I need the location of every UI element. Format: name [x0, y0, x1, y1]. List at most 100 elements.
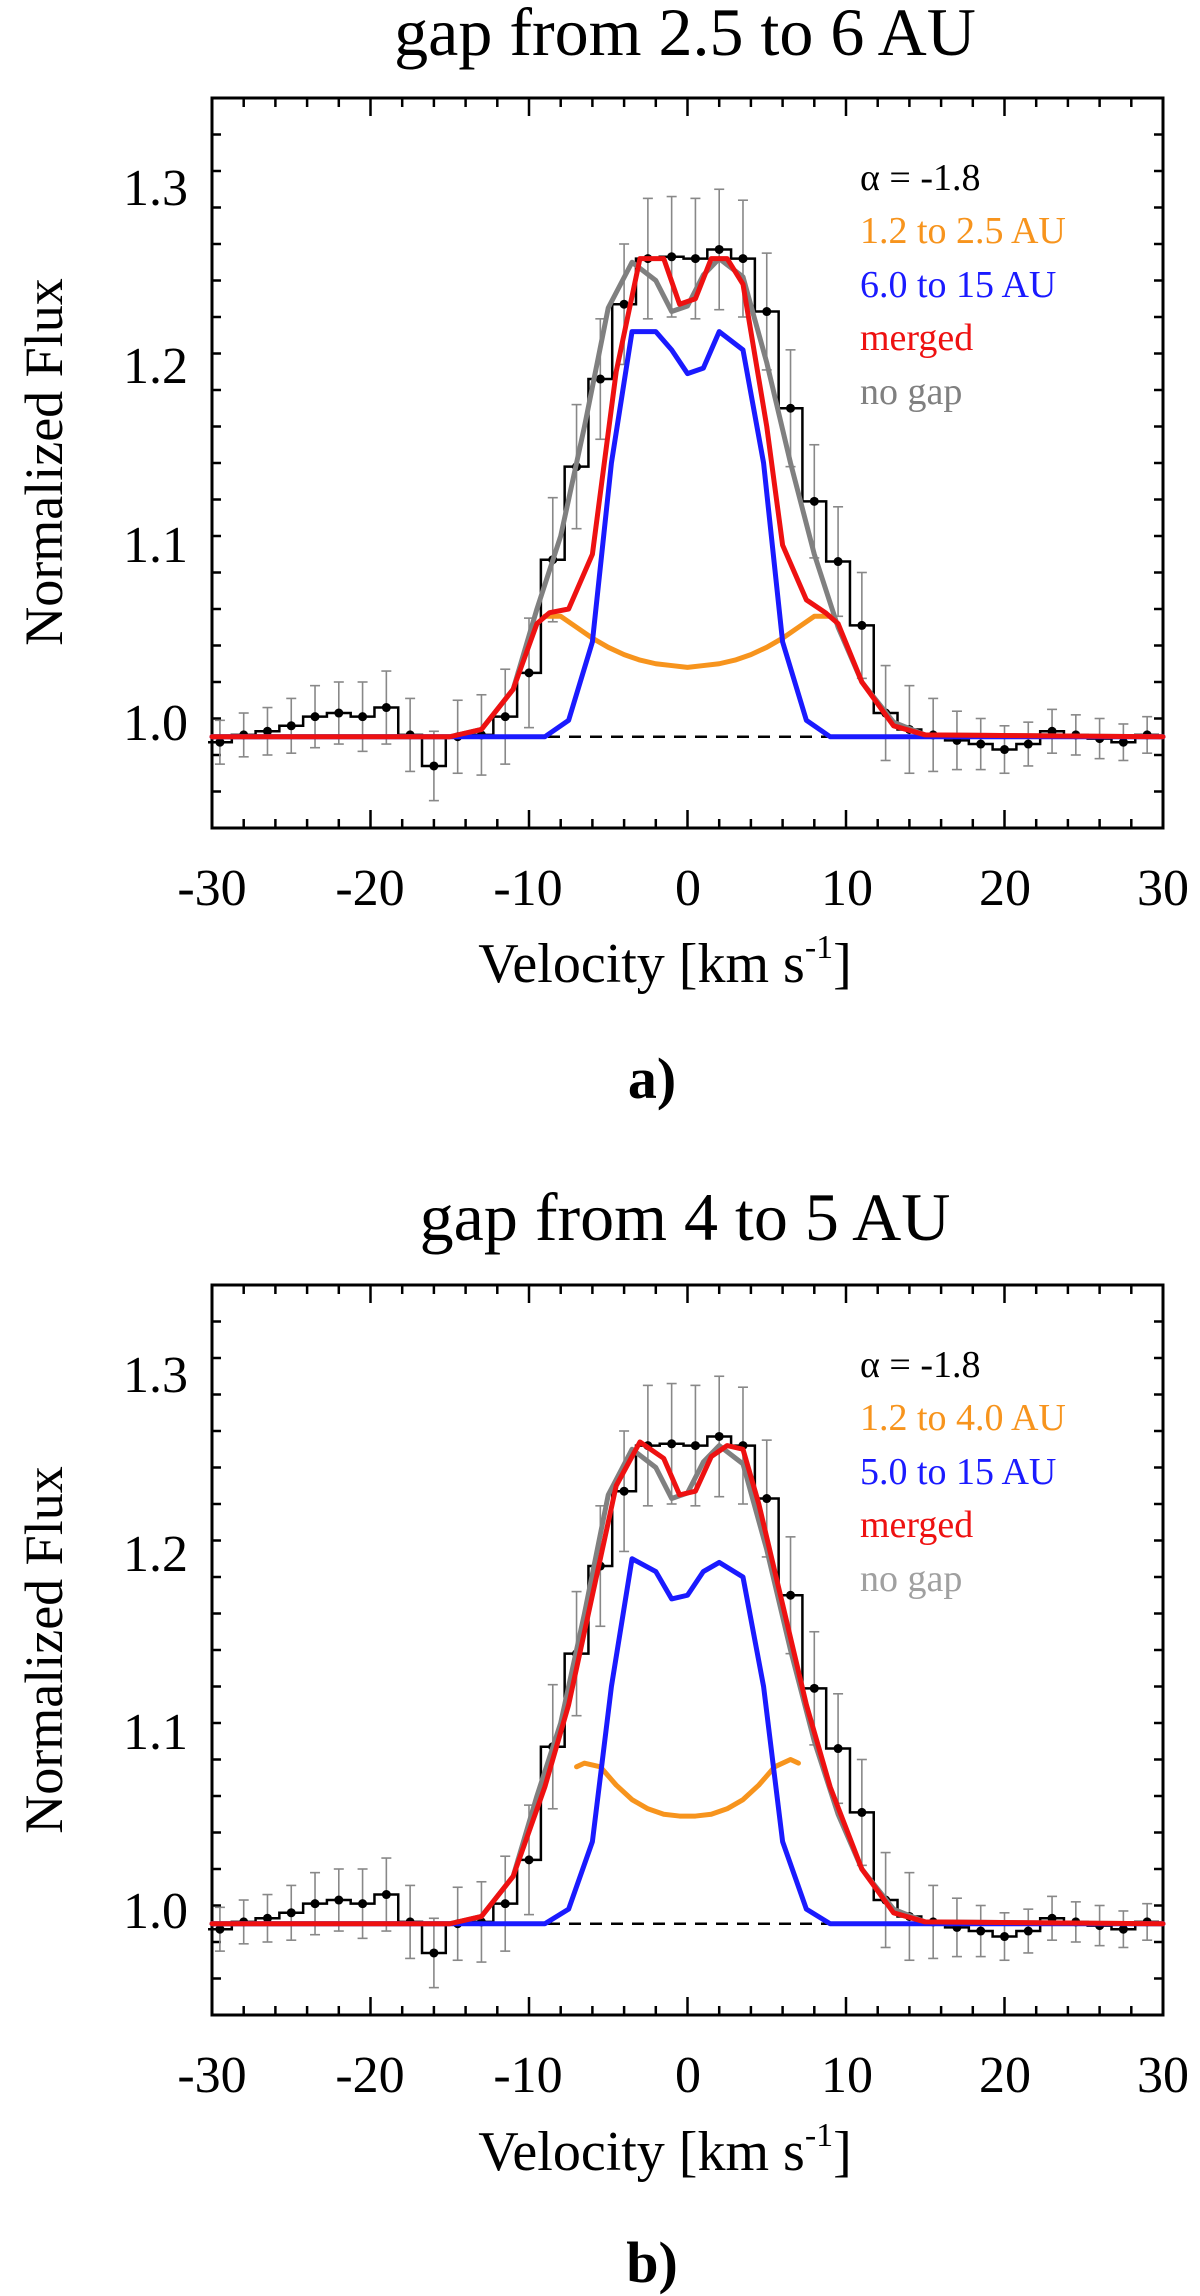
- plot-frame: [210, 96, 1165, 830]
- x-tick-label: 20: [979, 2047, 1031, 2104]
- data-point: [833, 1744, 843, 1754]
- data-point: [334, 708, 344, 718]
- data-point: [1118, 1924, 1128, 1934]
- data-point: [381, 1890, 391, 1900]
- y-tick-label: 1.0: [123, 695, 188, 752]
- data-point: [809, 496, 819, 506]
- series-line-5-0-to-15-au: [209, 1556, 1166, 1927]
- data-point: [595, 374, 605, 384]
- data-point: [619, 299, 629, 309]
- data-point: [762, 307, 772, 317]
- y-tick-label: 1.0: [123, 1883, 188, 1940]
- legend-entry-merged: merged: [860, 317, 973, 359]
- data-point: [690, 1441, 700, 1451]
- data-point: [334, 1895, 344, 1905]
- y-tick-label: 1.2: [123, 338, 188, 395]
- legend-entry-merged: merged: [860, 1504, 973, 1546]
- panel-label: a): [628, 1046, 676, 1111]
- plot-area: [208, 96, 1166, 830]
- plot-area: [208, 1283, 1166, 2017]
- x-tick-label: -20: [335, 860, 404, 917]
- data-point: [1118, 737, 1128, 747]
- x-tick-label: 10: [821, 860, 873, 917]
- series-line-merged: [209, 256, 1166, 740]
- data-point: [500, 712, 510, 722]
- data-point: [667, 1439, 677, 1449]
- data-point: [667, 252, 677, 262]
- data-point: [833, 557, 843, 567]
- data-point: [215, 1924, 225, 1934]
- data-point: [262, 726, 272, 736]
- data-point: [429, 761, 439, 771]
- x-axis-label: Velocity [km s-1]: [478, 2117, 852, 2183]
- data-point: [286, 1908, 296, 1918]
- data-point: [524, 1855, 534, 1865]
- x-tick-label: 10: [821, 2047, 873, 2104]
- y-tick-label: 1.2: [123, 1526, 188, 1583]
- series-line-no-gap: [209, 1443, 1166, 1927]
- data-point: [262, 1913, 272, 1923]
- data-point: [976, 1926, 986, 1936]
- x-tick-label: 0: [675, 860, 701, 917]
- x-tick-label: 30: [1137, 2047, 1189, 2104]
- plot-layer: [208, 96, 1166, 2017]
- x-tick-label: -10: [493, 2047, 562, 2104]
- y-axis-label: Normalized Flux: [14, 278, 74, 645]
- series-line-merged: [209, 1439, 1166, 1927]
- legend-entry-inner: 1.2 to 2.5 AU: [860, 210, 1066, 252]
- data-point: [857, 1807, 867, 1817]
- data-point: [714, 244, 724, 254]
- plot-frame: [210, 1283, 1165, 2017]
- data-point: [809, 1683, 819, 1693]
- x-tick-label: -30: [177, 860, 246, 917]
- data-point: [857, 620, 867, 630]
- legend-entry-no-gap: no gap: [860, 1558, 962, 1600]
- data-point: [358, 1899, 368, 1909]
- data-point: [215, 737, 225, 747]
- x-tick-label: 30: [1137, 860, 1189, 917]
- x-axis-label: Velocity [km s-1]: [478, 929, 852, 995]
- x-tick-label: 0: [675, 2047, 701, 2104]
- legend-entry-alpha: α = -1.8: [860, 157, 981, 199]
- legend-entry-outer: 5.0 to 15 AU: [860, 1451, 1056, 1493]
- chart-title: gap from 2.5 to 6 AU: [394, 0, 976, 70]
- legend-entry-alpha: α = -1.8: [860, 1344, 981, 1386]
- data-point: [762, 1494, 772, 1504]
- data-point: [1000, 1932, 1009, 1942]
- legend-entry-inner: 1.2 to 4.0 AU: [860, 1397, 1066, 1439]
- chart-title: gap from 4 to 5 AU: [420, 1179, 951, 1255]
- data-point: [524, 668, 534, 678]
- data-point: [714, 1431, 724, 1441]
- panel-label: b): [626, 2230, 678, 2295]
- y-axis-label: Normalized Flux: [14, 1466, 74, 1833]
- data-point: [286, 721, 296, 731]
- data-point: [429, 1948, 439, 1958]
- data-point: [786, 403, 796, 413]
- y-tick-label: 1.1: [123, 1704, 188, 1761]
- series-line-1-2-to-4-0-au: [574, 1757, 801, 1819]
- data-point: [1023, 739, 1033, 749]
- observed-histogram: [208, 1435, 1160, 1955]
- x-tick-label: -20: [335, 2047, 404, 2104]
- x-tick-label: -30: [177, 2047, 246, 2104]
- observed-histogram: [208, 248, 1160, 768]
- data-point: [310, 712, 320, 722]
- legend-entry-no-gap: no gap: [860, 371, 962, 413]
- data-point: [500, 1899, 510, 1909]
- data-point: [976, 739, 986, 749]
- data-point: [690, 254, 700, 264]
- data-point: [786, 1590, 796, 1600]
- data-point: [738, 254, 748, 264]
- data-point: [1000, 745, 1009, 755]
- y-tick-label: 1.1: [123, 517, 188, 574]
- data-point: [1023, 1926, 1033, 1936]
- data-point: [381, 703, 391, 713]
- data-point: [619, 1486, 629, 1496]
- x-tick-label: 20: [979, 860, 1031, 917]
- series-line-6-0-to-15-au: [209, 329, 1166, 740]
- y-tick-label: 1.3: [123, 160, 188, 217]
- chart-panel-a: gap from 2.5 to 6 AU Normalized Flux 1.3…: [14, 0, 1189, 1111]
- data-point: [358, 712, 368, 722]
- x-tick-label: -10: [493, 860, 562, 917]
